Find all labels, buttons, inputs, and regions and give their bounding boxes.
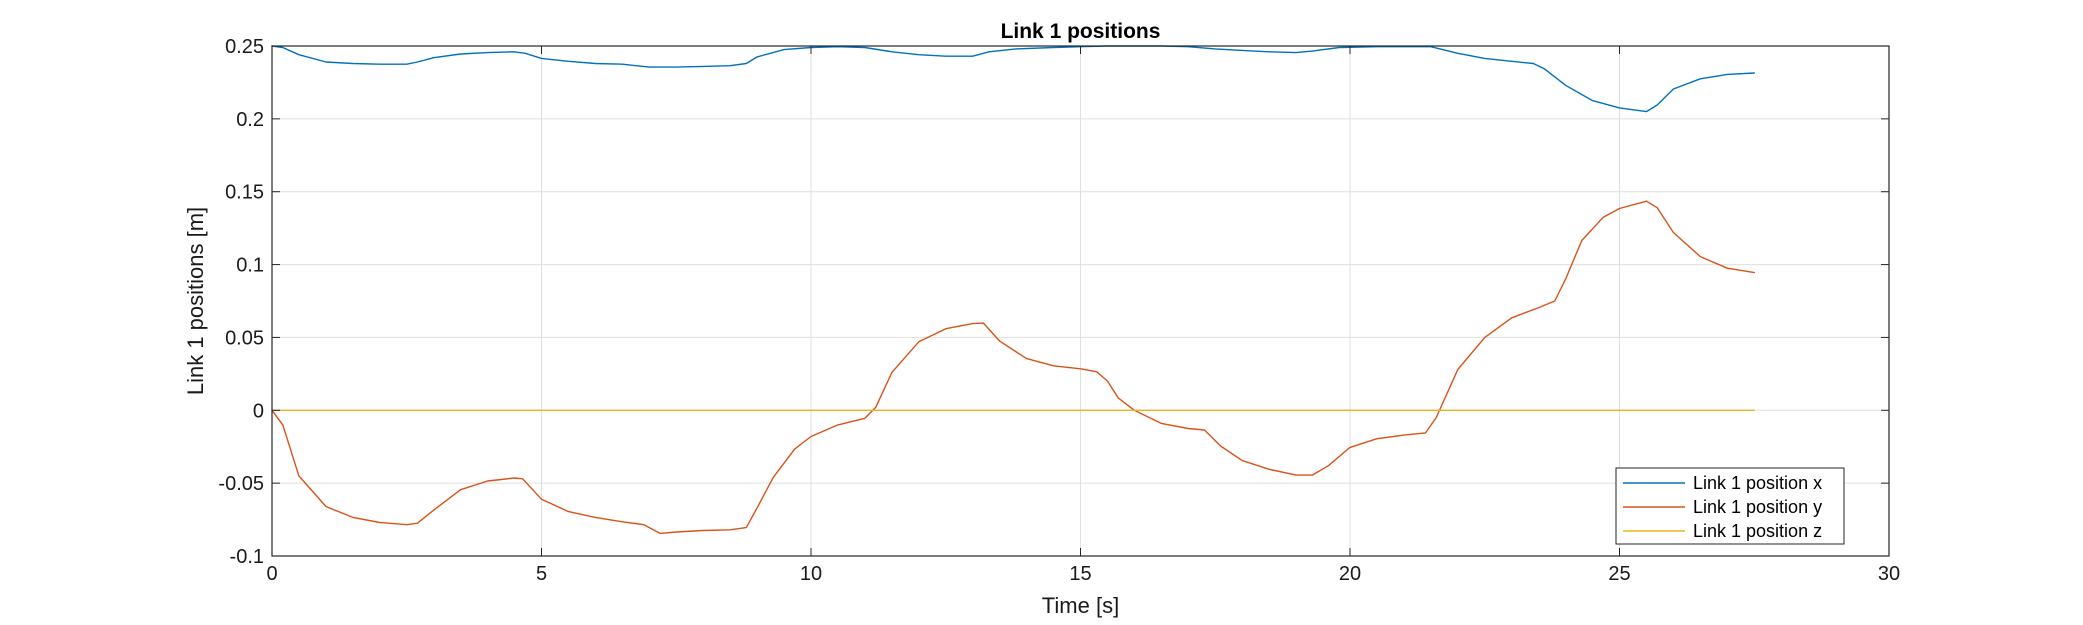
y-tick-label: 0.25	[225, 36, 264, 58]
series-line-1	[271, 45, 1755, 113]
legend-label-2: Link 1 position y	[1693, 497, 1822, 517]
legend: Link 1 position x Link 1 position y Link 1…	[1615, 467, 1845, 545]
x-tick-label: 30	[1878, 563, 1900, 585]
legend-label-1: Link 1 position x	[1693, 473, 1822, 493]
y-tick-label: -0.1	[230, 546, 264, 568]
x-tick-label: 10	[800, 563, 822, 585]
x-tick-label: 5	[536, 563, 547, 585]
x-tick-label: 0	[266, 563, 277, 585]
x-tick-label: 20	[1339, 563, 1361, 585]
y-tick-label: 0	[253, 400, 264, 422]
y-tick-label: 0.2	[236, 109, 264, 131]
y-tick-label: 0.15	[225, 182, 264, 204]
y-axis-title: Link 1 positions [m]	[183, 207, 208, 395]
x-tick-label: 15	[1069, 563, 1091, 585]
chart-title: Link 1 positions	[1001, 20, 1161, 43]
y-tick-label: 0.1	[236, 255, 264, 277]
legend-label-3: Link 1 position z	[1693, 521, 1822, 541]
y-tick-label: -0.05	[218, 473, 264, 495]
series-line-2	[271, 200, 1755, 535]
x-tick-label: 25	[1608, 563, 1630, 585]
x-axis-title: Time [s]	[1042, 593, 1119, 618]
series-lines	[271, 45, 1755, 535]
axis-ticks: 0 5 10 15 20 25 30 -0.1 -0.05 0 0.05 0.1 0.15 0.2 0.25	[218, 36, 1900, 585]
y-tick-label: 0.05	[225, 327, 264, 349]
